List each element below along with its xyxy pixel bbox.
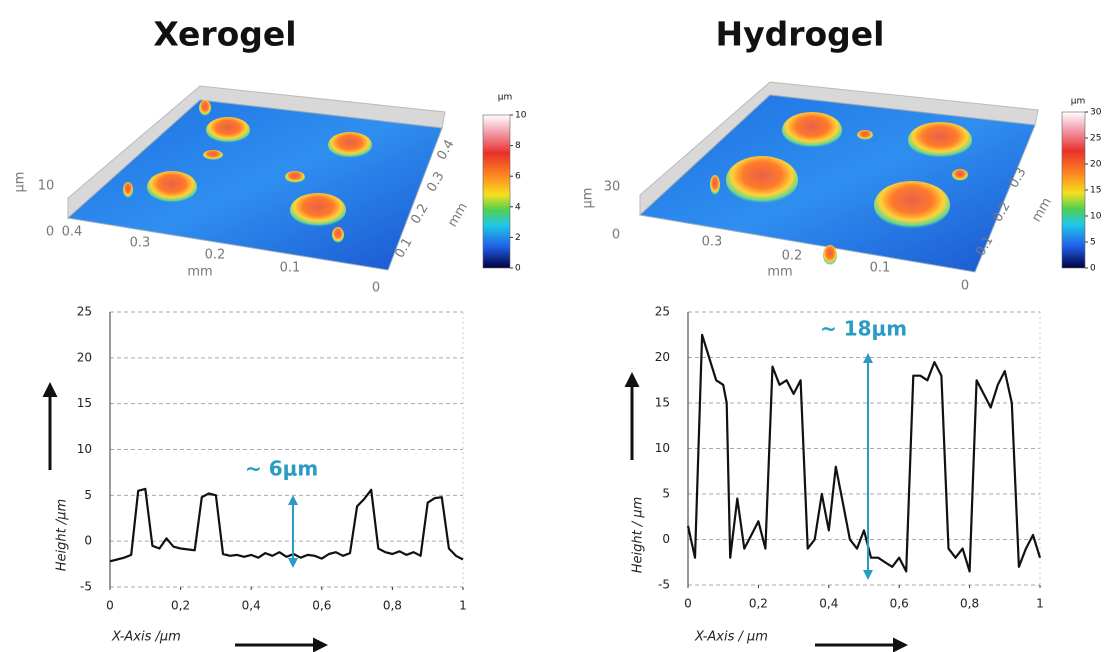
profile-line — [109, 487, 464, 563]
x3d-tick-label: 0.2 — [782, 249, 803, 264]
y-tick-label: 0 — [662, 532, 670, 546]
annotation: ~ 18μm — [820, 317, 907, 341]
surface-peak — [285, 171, 305, 183]
y-tick-label: 10 — [77, 442, 92, 456]
x-tick-label: 1 — [1036, 597, 1044, 611]
x-axis-label: X-Axis / μm — [694, 630, 768, 645]
colorbar-unit: μm — [498, 93, 513, 103]
x-tick-label: 1 — [459, 599, 467, 613]
y3d-axis-label: mm — [445, 200, 471, 229]
y-tick-label: 15 — [77, 396, 92, 410]
x3d-tick-label: 0.3 — [702, 235, 723, 250]
surface-peak — [874, 181, 950, 229]
y-axis-label: Height /μm — [55, 499, 70, 571]
surface-peak — [328, 132, 372, 158]
x3d-tick-label: 0 — [961, 279, 969, 294]
x3d-tick-label: 0 — [372, 281, 380, 296]
surface-peak — [908, 122, 972, 158]
y3d-tick-label: 0.4 — [434, 137, 457, 162]
colorbar-tick-label: 20 — [1090, 160, 1102, 170]
surface-peak — [952, 169, 968, 181]
x-tick-label: 0 — [106, 599, 114, 613]
surface-peak — [857, 130, 873, 140]
colorbar-tick-label: 10 — [1090, 212, 1102, 222]
y-tick-label: 5 — [662, 487, 670, 501]
x-tick-label: 0,8 — [383, 599, 402, 613]
colorbar-tick-label: 8 — [515, 141, 521, 151]
surface-peak — [206, 117, 250, 143]
x-tick-label: 0,4 — [819, 597, 838, 611]
z-tick-label: 0 — [46, 225, 54, 240]
profile-line — [686, 333, 1042, 573]
z-tick-label: 0 — [612, 228, 620, 243]
y3d-axis-label: mm — [1029, 195, 1055, 224]
z-axis-label: μm — [13, 172, 28, 193]
surface-peak — [710, 175, 720, 195]
x3d-tick-label: 0.1 — [280, 261, 301, 276]
surface-peak — [123, 182, 133, 198]
colorbar-unit: μm — [1071, 97, 1086, 107]
colorbar-tick-label: 25 — [1090, 134, 1101, 144]
surface-peak — [823, 245, 837, 265]
y3d-tick-label: 0.3 — [424, 169, 447, 194]
x3d-tick-label: 0.3 — [130, 236, 151, 251]
surface-peak — [332, 227, 344, 243]
surface-peak — [782, 112, 842, 148]
z-axis-label: μm — [581, 188, 596, 209]
colorbar-tick-label: 2 — [515, 233, 521, 243]
surface-peak — [147, 171, 197, 203]
y-tick-label: 10 — [655, 441, 670, 455]
colorbar-tick-label: 4 — [515, 202, 521, 212]
panel-title: Xerogel — [153, 15, 296, 54]
z-tick-label: 10 — [38, 179, 55, 194]
x-tick-label: 0,2 — [171, 599, 190, 613]
colorbar-tick-label: 10 — [515, 111, 527, 121]
panel-title: Hydrogel — [715, 15, 884, 54]
colorbar — [1061, 111, 1086, 269]
colorbar-tick-label: 0 — [1090, 264, 1096, 274]
y-tick-label: 25 — [655, 305, 670, 319]
annotation: ~ 6μm — [245, 457, 318, 481]
colorbar-tick-label: 15 — [1090, 186, 1101, 196]
y-tick-label: 0 — [84, 534, 92, 548]
x-tick-label: 0 — [684, 597, 692, 611]
x-tick-label: 0,6 — [890, 597, 909, 611]
surface-peak — [203, 150, 223, 160]
y-axis-label: Height / μm — [631, 497, 646, 574]
y-tick-label: -5 — [658, 578, 670, 592]
colorbar-tick-label: 30 — [1090, 108, 1102, 118]
colorbar — [482, 114, 511, 269]
x3d-axis-label: mm — [767, 265, 792, 280]
x3d-tick-label: 0.1 — [870, 261, 891, 276]
x-tick-label: 0,6 — [312, 599, 331, 613]
x3d-tick-label: 0.4 — [62, 225, 83, 240]
x-tick-label: 0,2 — [749, 597, 768, 611]
y-tick-label: 25 — [77, 305, 92, 319]
surface-peak — [199, 100, 211, 116]
x3d-axis-label: mm — [187, 265, 212, 280]
colorbar-tick-label: 6 — [515, 172, 521, 182]
x3d-tick-label: 0.2 — [205, 248, 226, 263]
y-tick-label: 20 — [655, 350, 670, 364]
colorbar-tick-label: 5 — [1090, 238, 1096, 248]
x-axis-label: X-Axis /μm — [111, 630, 181, 645]
y-tick-label: -5 — [80, 580, 92, 594]
surface-peak — [290, 193, 346, 227]
x-tick-label: 0,8 — [960, 597, 979, 611]
y-tick-label: 20 — [77, 350, 92, 364]
x-tick-label: 0,4 — [242, 599, 261, 613]
z-tick-label: 30 — [604, 180, 621, 195]
y-tick-label: 15 — [655, 396, 670, 410]
surface-peak — [726, 156, 798, 204]
y-tick-label: 5 — [84, 488, 92, 502]
colorbar-tick-label: 0 — [515, 264, 521, 274]
